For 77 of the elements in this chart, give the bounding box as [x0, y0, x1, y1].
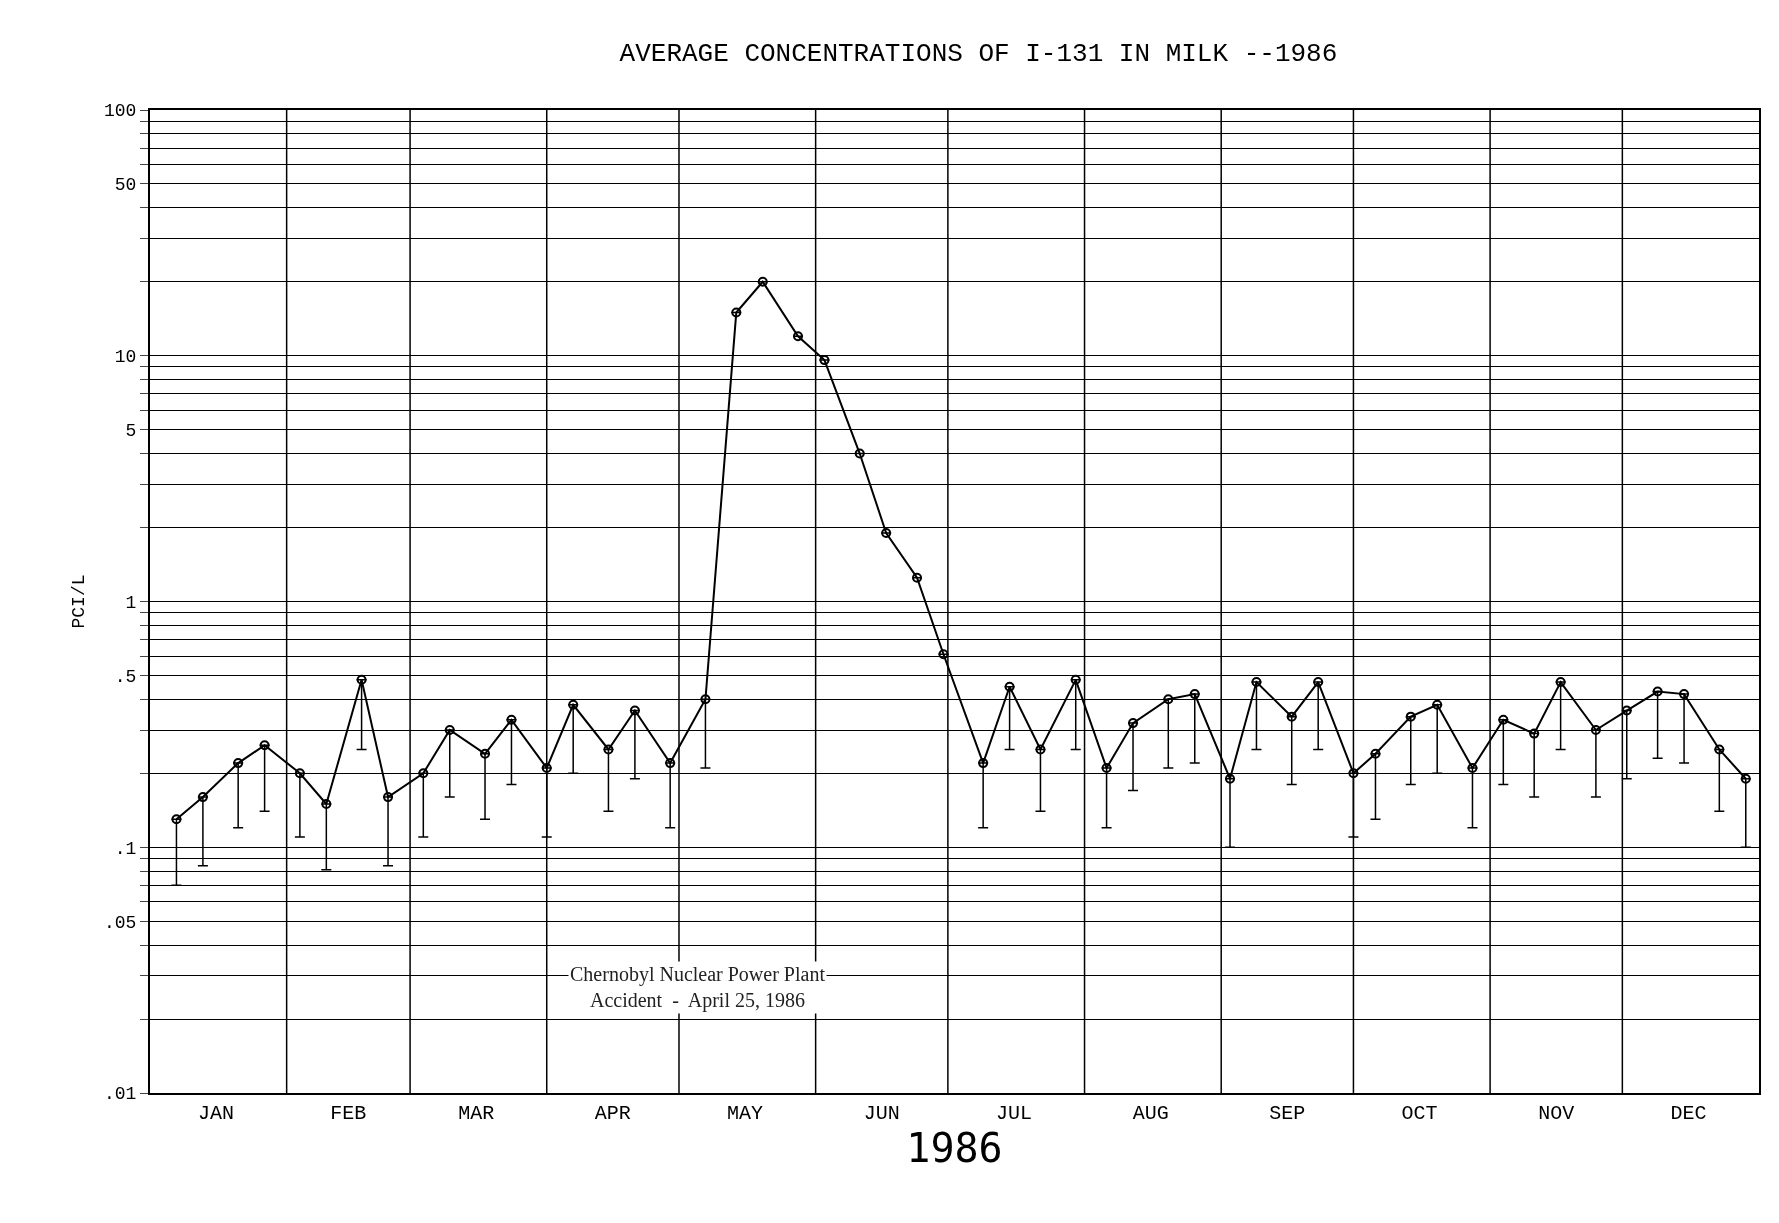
point	[1370, 748, 1381, 759]
point	[1189, 689, 1200, 700]
point	[1467, 763, 1478, 774]
point	[1163, 694, 1174, 705]
y-tick-label: .05	[103, 912, 137, 933]
point	[1740, 773, 1751, 784]
x-tick-label: DEC	[1670, 1102, 1707, 1125]
x-tick-label: OCT	[1401, 1102, 1438, 1125]
point	[1348, 768, 1359, 779]
x-tick-label: JUL	[996, 1102, 1033, 1125]
point	[757, 276, 768, 287]
point	[1225, 773, 1236, 784]
point	[1286, 711, 1297, 722]
point	[603, 744, 614, 755]
point	[1251, 677, 1262, 688]
point	[1621, 705, 1632, 716]
y-tick-label: 100	[103, 101, 137, 122]
point	[233, 758, 244, 769]
point	[665, 758, 676, 769]
point	[1035, 744, 1046, 755]
y-tick-label: .01	[103, 1084, 137, 1105]
y-axis-title: PCI/L	[68, 574, 89, 629]
point	[1405, 711, 1416, 722]
point	[629, 705, 640, 716]
x-tick-label: JUN	[863, 1102, 900, 1125]
point	[1004, 681, 1015, 692]
point	[1590, 725, 1601, 735]
point	[541, 763, 552, 774]
x-tick-label: JAN	[198, 1102, 235, 1125]
x-tick-label: AUG	[1132, 1102, 1169, 1125]
point	[444, 725, 455, 735]
point	[480, 748, 491, 759]
point	[1070, 674, 1081, 685]
x-tick-label: MAR	[458, 1102, 495, 1125]
point	[1652, 686, 1663, 697]
point	[383, 792, 394, 803]
point	[938, 649, 949, 660]
y-tick-label: .1	[114, 838, 137, 859]
x-tick-label: MAY	[727, 1102, 764, 1125]
point	[819, 355, 830, 366]
point	[259, 740, 270, 751]
point	[978, 758, 989, 769]
point	[1498, 714, 1509, 725]
x-tick-label: APR	[594, 1102, 631, 1125]
point	[1555, 677, 1566, 688]
x-tick-label: SEP	[1269, 1102, 1306, 1125]
point	[731, 307, 742, 318]
y-tick-label: 50	[114, 175, 137, 196]
point	[321, 798, 332, 809]
point	[506, 714, 517, 725]
y-tick-label: 1	[125, 592, 137, 613]
annotation: Chernobyl Nuclear Power Plant Accident - April 25, 1986	[570, 963, 826, 1012]
point	[1432, 699, 1443, 710]
point	[1714, 744, 1725, 755]
point	[793, 331, 804, 342]
point	[1313, 677, 1324, 688]
x-tick-label: NOV	[1538, 1102, 1575, 1125]
point	[568, 699, 579, 710]
point	[912, 572, 923, 583]
point	[418, 768, 429, 779]
x-tick-label: FEB	[330, 1102, 367, 1125]
y-tick-label: 10	[114, 347, 137, 368]
point	[356, 674, 367, 685]
point	[294, 768, 305, 779]
point	[171, 814, 182, 825]
x-axis-title: 1986	[906, 1125, 1003, 1171]
point	[700, 694, 711, 705]
point	[1128, 718, 1139, 729]
point	[1101, 763, 1112, 774]
y-tick-label: .5	[114, 666, 137, 687]
point	[197, 792, 208, 803]
y-tick-label: 5	[125, 421, 137, 442]
point	[1529, 728, 1540, 739]
point	[881, 528, 892, 538]
point	[854, 448, 865, 459]
chart-title: AVERAGE CONCENTRATIONS OF I-131 IN MILK --1986	[619, 39, 1338, 69]
point	[1679, 689, 1690, 700]
